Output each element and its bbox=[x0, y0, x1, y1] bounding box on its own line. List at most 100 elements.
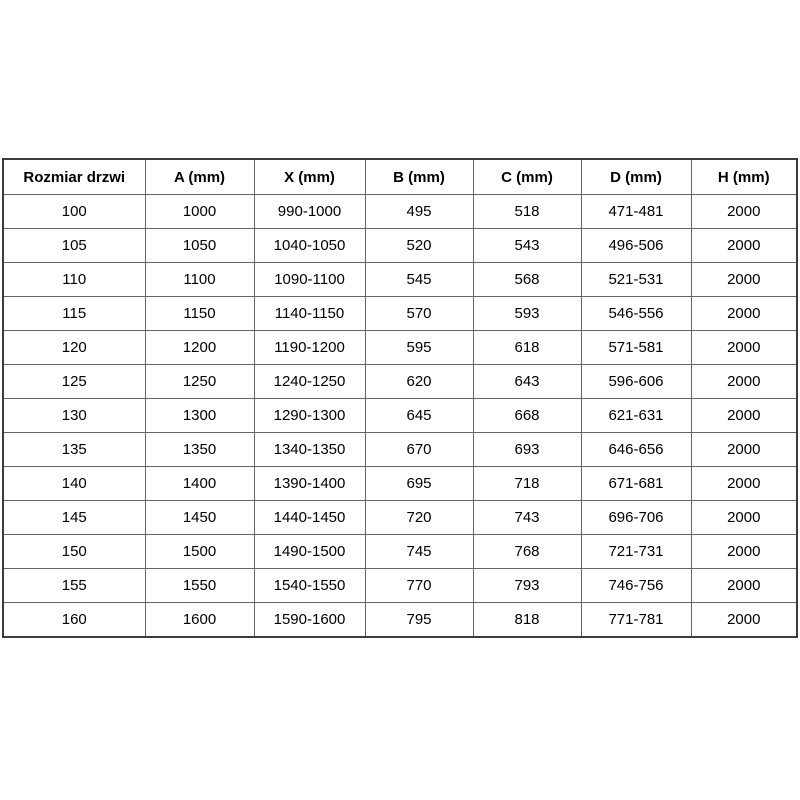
table-row: 115 1150 1140-1150 570 593 546-556 2000 bbox=[2, 296, 798, 331]
table-cell: 645 bbox=[364, 398, 474, 433]
table-cell: 471-481 bbox=[580, 194, 692, 229]
table-cell: 1190-1200 bbox=[253, 330, 366, 365]
table-cell: 520 bbox=[364, 228, 474, 263]
table-cell: 2000 bbox=[690, 398, 798, 433]
table-cell: 1540-1550 bbox=[253, 568, 366, 603]
table-cell: 571-581 bbox=[580, 330, 692, 365]
column-header: C (mm) bbox=[472, 158, 582, 195]
table-cell: 593 bbox=[472, 296, 582, 331]
table-cell: 720 bbox=[364, 500, 474, 535]
table-cell: 696-706 bbox=[580, 500, 692, 535]
table-cell: 2000 bbox=[690, 194, 798, 229]
table-cell: 2000 bbox=[690, 602, 798, 638]
table-cell: 140 bbox=[2, 466, 146, 501]
table-cell: 2000 bbox=[690, 568, 798, 603]
table-cell: 570 bbox=[364, 296, 474, 331]
table-cell: 818 bbox=[472, 602, 582, 638]
table-cell: 568 bbox=[472, 262, 582, 297]
table-cell: 2000 bbox=[690, 228, 798, 263]
table-cell: 2000 bbox=[690, 500, 798, 535]
table-cell: 1490-1500 bbox=[253, 534, 366, 569]
table-cell: 1100 bbox=[144, 262, 255, 297]
table-cell: 135 bbox=[2, 432, 146, 467]
table-cell: 2000 bbox=[690, 432, 798, 467]
column-header: D (mm) bbox=[580, 158, 692, 195]
table-cell: 746-756 bbox=[580, 568, 692, 603]
table-cell: 643 bbox=[472, 364, 582, 399]
table-cell: 745 bbox=[364, 534, 474, 569]
table-cell: 668 bbox=[472, 398, 582, 433]
table-cell: 130 bbox=[2, 398, 146, 433]
table-row: 105 1050 1040-1050 520 543 496-506 2000 bbox=[2, 228, 798, 263]
column-header: Rozmiar drzwi bbox=[2, 158, 146, 195]
table-body: 100 1000 990-1000 495 518 471-481 2000 105 1050 1… bbox=[2, 194, 798, 638]
table-header-row: Rozmiar drzwi A (mm) X (mm) B (mm) C (mm) D (… bbox=[2, 158, 798, 195]
table-cell: 670 bbox=[364, 432, 474, 467]
table-cell: 1390-1400 bbox=[253, 466, 366, 501]
table-cell: 545 bbox=[364, 262, 474, 297]
table-cell: 595 bbox=[364, 330, 474, 365]
table-cell: 145 bbox=[2, 500, 146, 535]
table-cell: 150 bbox=[2, 534, 146, 569]
table-cell: 618 bbox=[472, 330, 582, 365]
table-cell: 1200 bbox=[144, 330, 255, 365]
table-row: 145 1450 1440-1450 720 743 696-706 2000 bbox=[2, 500, 798, 535]
table-row: 140 1400 1390-1400 695 718 671-681 2000 bbox=[2, 466, 798, 501]
column-header: X (mm) bbox=[253, 158, 366, 195]
table-cell: 543 bbox=[472, 228, 582, 263]
table-cell: 671-681 bbox=[580, 466, 692, 501]
table-cell: 518 bbox=[472, 194, 582, 229]
table-cell: 1290-1300 bbox=[253, 398, 366, 433]
table-row: 100 1000 990-1000 495 518 471-481 2000 bbox=[2, 194, 798, 229]
table-row: 120 1200 1190-1200 595 618 571-581 2000 bbox=[2, 330, 798, 365]
table-cell: 770 bbox=[364, 568, 474, 603]
table-cell: 495 bbox=[364, 194, 474, 229]
table-cell: 1000 bbox=[144, 194, 255, 229]
table-cell: 1440-1450 bbox=[253, 500, 366, 535]
table-cell: 1500 bbox=[144, 534, 255, 569]
table-row: 110 1100 1090-1100 545 568 521-531 2000 bbox=[2, 262, 798, 297]
table-cell: 795 bbox=[364, 602, 474, 638]
table-cell: 105 bbox=[2, 228, 146, 263]
table-cell: 695 bbox=[364, 466, 474, 501]
table-cell: 546-556 bbox=[580, 296, 692, 331]
column-header: A (mm) bbox=[144, 158, 255, 195]
table-cell: 2000 bbox=[690, 364, 798, 399]
table-row: 155 1550 1540-1550 770 793 746-756 2000 bbox=[2, 568, 798, 603]
door-size-table: Rozmiar drzwi A (mm) X (mm) B (mm) C (mm) D (… bbox=[2, 158, 798, 638]
table-cell: 646-656 bbox=[580, 432, 692, 467]
table-cell: 1140-1150 bbox=[253, 296, 366, 331]
table-cell: 1550 bbox=[144, 568, 255, 603]
table-cell: 1400 bbox=[144, 466, 255, 501]
table-cell: 1600 bbox=[144, 602, 255, 638]
table-cell: 596-606 bbox=[580, 364, 692, 399]
column-header: B (mm) bbox=[364, 158, 474, 195]
table-cell: 1050 bbox=[144, 228, 255, 263]
table-row: 130 1300 1290-1300 645 668 621-631 2000 bbox=[2, 398, 798, 433]
table-cell: 1240-1250 bbox=[253, 364, 366, 399]
table-cell: 1250 bbox=[144, 364, 255, 399]
table-cell: 620 bbox=[364, 364, 474, 399]
table-cell: 125 bbox=[2, 364, 146, 399]
table-cell: 1150 bbox=[144, 296, 255, 331]
table-cell: 990-1000 bbox=[253, 194, 366, 229]
table-cell: 1340-1350 bbox=[253, 432, 366, 467]
table-cell: 1590-1600 bbox=[253, 602, 366, 638]
table-cell: 2000 bbox=[690, 534, 798, 569]
table-cell: 1450 bbox=[144, 500, 255, 535]
table-cell: 1350 bbox=[144, 432, 255, 467]
table-row: 135 1350 1340-1350 670 693 646-656 2000 bbox=[2, 432, 798, 467]
table-cell: 120 bbox=[2, 330, 146, 365]
table-cell: 115 bbox=[2, 296, 146, 331]
table-cell: 110 bbox=[2, 262, 146, 297]
table-cell: 621-631 bbox=[580, 398, 692, 433]
table-row: 160 1600 1590-1600 795 818 771-781 2000 bbox=[2, 602, 798, 638]
table-cell: 100 bbox=[2, 194, 146, 229]
table-cell: 693 bbox=[472, 432, 582, 467]
table-cell: 721-731 bbox=[580, 534, 692, 569]
table-row: 125 1250 1240-1250 620 643 596-606 2000 bbox=[2, 364, 798, 399]
table-cell: 718 bbox=[472, 466, 582, 501]
table-cell: 1300 bbox=[144, 398, 255, 433]
table-cell: 768 bbox=[472, 534, 582, 569]
